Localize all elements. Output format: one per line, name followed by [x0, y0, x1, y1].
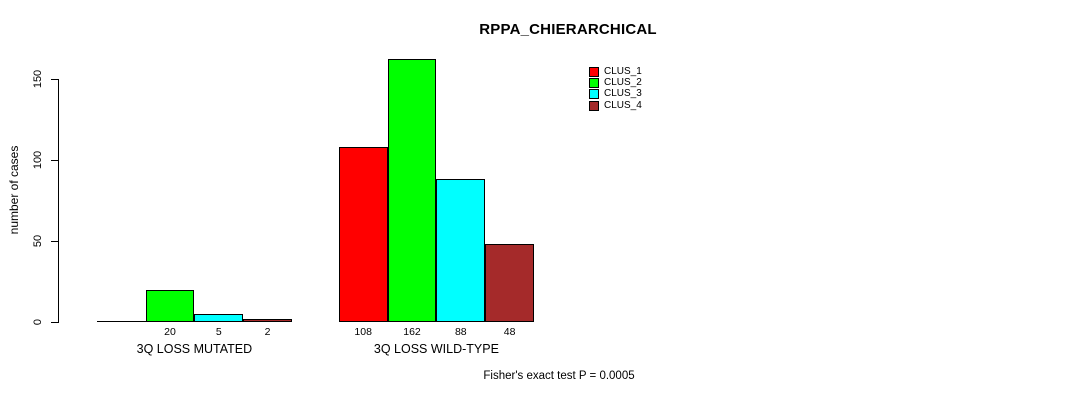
legend-label: CLUS_2	[604, 77, 642, 89]
bar-value-label: 48	[503, 326, 516, 338]
chart-title: RPPA_CHIERARCHICAL	[479, 21, 657, 38]
legend-label: CLUS_4	[604, 99, 642, 111]
x-category-label-3q-loss-wild-type: 3Q LOSS WILD-TYPE	[373, 342, 499, 356]
bar-value-label: 108	[354, 326, 372, 338]
y-axis-tick-label: 100	[32, 150, 44, 170]
bar-clus-1-3q-loss-wild-type	[338, 147, 388, 322]
bar-value-label: 162	[403, 326, 421, 338]
bar-clus-4-3q-loss-mutated	[243, 319, 292, 322]
y-axis-tick	[51, 241, 59, 242]
legend-item-clus-1: CLUS_1	[589, 66, 642, 77]
bar-clus-4-3q-loss-wild-type	[485, 244, 534, 322]
bar-clus-1-3q-loss-mutated	[96, 321, 147, 322]
legend-color-swatch	[589, 78, 599, 89]
y-axis-tick-label: 0	[32, 318, 44, 326]
bar-value-label: 20	[164, 326, 176, 338]
y-axis-title: number of cases	[7, 145, 21, 235]
bar-value-label: 88	[454, 326, 467, 338]
y-axis-tick-label: 150	[32, 69, 44, 89]
bar-clus-3-3q-loss-mutated	[194, 314, 244, 322]
stat-test-footnote: Fisher's exact test P = 0.0005	[483, 370, 635, 382]
y-axis-line	[58, 79, 59, 323]
y-axis-tick	[51, 79, 59, 80]
legend-label: CLUS_3	[604, 88, 642, 100]
legend-item-clus-2: CLUS_2	[589, 77, 642, 89]
bar-clus-3-3q-loss-wild-type	[436, 179, 486, 322]
legend-label: CLUS_1	[604, 65, 642, 77]
y-axis-tick	[51, 322, 59, 323]
legend-color-swatch	[589, 66, 599, 77]
legend-color-swatch	[589, 100, 599, 111]
y-axis-tick-label: 50	[32, 234, 44, 248]
bar-clus-2-3q-loss-wild-type	[387, 59, 437, 322]
bar-value-label: 5	[215, 326, 222, 338]
legend: CLUS_1 CLUS_2 CLUS_3 CLUS_4	[589, 66, 642, 112]
bar-clus-2-3q-loss-mutated	[145, 290, 195, 322]
x-category-label-3q-loss-mutated: 3Q LOSS MUTATED	[136, 342, 253, 356]
legend-item-clus-3: CLUS_3	[589, 89, 642, 100]
legend-item-clus-4: CLUS_4	[589, 100, 642, 111]
bar-value-label: 2	[264, 326, 271, 338]
legend-color-swatch	[589, 89, 599, 100]
y-axis-tick	[51, 160, 59, 161]
